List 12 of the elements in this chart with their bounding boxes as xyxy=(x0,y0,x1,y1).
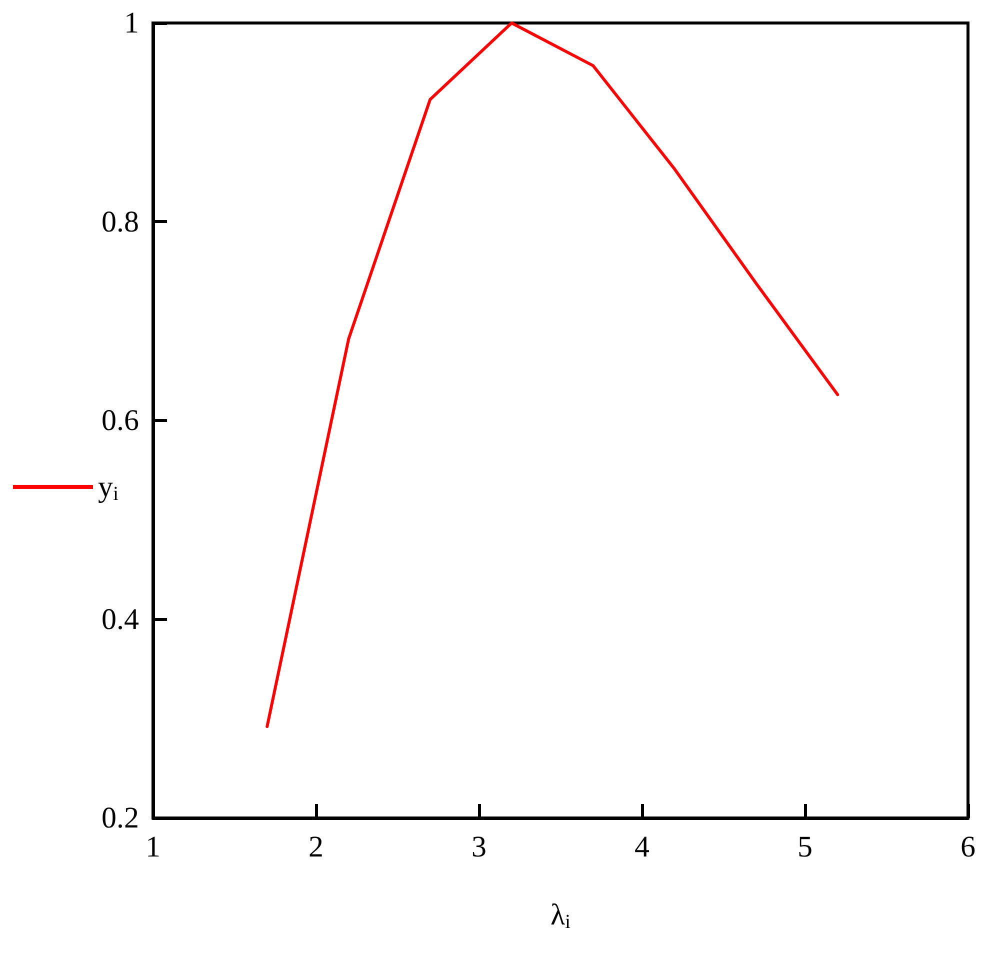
x-tick-label: 4 xyxy=(634,830,650,864)
x-tick-label: 1 xyxy=(146,830,160,864)
y-tick-label: 0.2 xyxy=(102,802,139,834)
line-series xyxy=(266,22,840,728)
x-tick-label: 6 xyxy=(960,830,976,864)
x-tick-label: 3 xyxy=(472,830,486,864)
x-tick-label: 5 xyxy=(798,830,812,864)
y-tick-label: 0.6 xyxy=(102,404,139,437)
x-tick-label: 2 xyxy=(308,830,324,864)
y-tick-label: 0.4 xyxy=(102,602,139,636)
y-tick-label: 0.8 xyxy=(102,205,139,238)
y-tick-label: 1 xyxy=(124,6,139,40)
